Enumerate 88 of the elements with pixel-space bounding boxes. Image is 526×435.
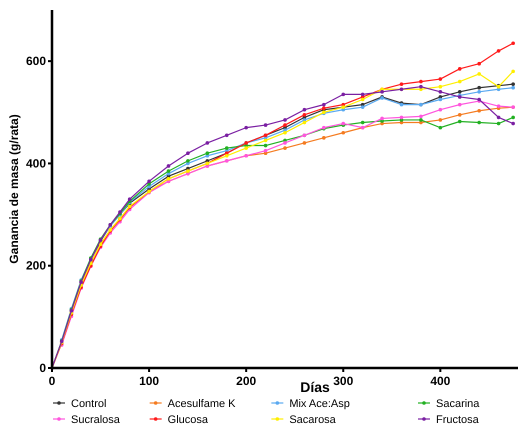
x-tick-label: 300 <box>333 374 354 388</box>
point <box>438 126 442 130</box>
y-tick-label: 0 <box>39 361 46 375</box>
point <box>438 77 442 81</box>
point <box>224 146 229 150</box>
point <box>283 118 287 122</box>
point <box>341 130 346 135</box>
point <box>302 141 306 145</box>
legend-label: Sucralosa <box>71 414 121 426</box>
point <box>458 120 462 124</box>
point <box>360 120 364 124</box>
point <box>511 86 515 90</box>
x-tick-label: 200 <box>236 374 256 388</box>
point <box>511 70 515 74</box>
point <box>264 138 268 142</box>
point <box>458 102 462 106</box>
point <box>186 151 190 155</box>
point <box>264 148 268 152</box>
point <box>400 82 404 86</box>
point <box>511 82 515 86</box>
point <box>419 84 423 89</box>
point <box>477 108 481 113</box>
point <box>419 118 423 122</box>
point <box>302 108 306 112</box>
point <box>302 113 306 117</box>
point <box>511 41 515 46</box>
point <box>224 134 229 138</box>
legend-label: Fructosa <box>436 414 480 426</box>
point <box>477 120 481 124</box>
point <box>224 154 229 158</box>
point <box>438 118 442 122</box>
legend-label: Glucosa <box>168 414 209 426</box>
point <box>244 146 248 150</box>
point <box>496 122 500 126</box>
legend-label: Control <box>71 398 106 410</box>
point <box>380 116 384 120</box>
point <box>147 180 151 184</box>
y-tick-label: 400 <box>26 156 46 170</box>
point <box>477 86 481 90</box>
y-axis-title: Ganancia de masa (g/rata) <box>7 114 21 264</box>
point <box>496 116 500 120</box>
point <box>458 113 462 117</box>
point <box>438 84 442 89</box>
point <box>166 169 170 173</box>
point <box>302 120 306 124</box>
point <box>283 146 287 150</box>
point <box>360 105 364 109</box>
legend-label: Acesulfame K <box>168 398 236 410</box>
point <box>264 144 268 148</box>
point <box>341 92 346 96</box>
point <box>511 122 515 126</box>
y-tick-label: 600 <box>26 54 46 68</box>
point <box>264 123 268 127</box>
point <box>166 164 170 168</box>
legend-label: Mix Ace:Asp <box>289 398 350 410</box>
point <box>438 90 442 94</box>
point <box>360 92 364 96</box>
x-tick-label: 0 <box>48 374 56 388</box>
point <box>496 49 500 53</box>
legend-label: Sacarosa <box>289 414 337 426</box>
point <box>283 123 287 127</box>
x-tick-label: 100 <box>139 374 160 388</box>
point <box>206 141 210 145</box>
point <box>206 151 210 155</box>
point <box>283 130 287 135</box>
x-axis-title: Días <box>300 379 330 395</box>
point <box>322 102 326 106</box>
point <box>438 98 442 102</box>
point <box>438 108 442 112</box>
point <box>477 90 481 94</box>
point <box>458 90 462 94</box>
point <box>322 136 326 140</box>
point <box>283 141 287 145</box>
point <box>360 98 364 102</box>
y-tick-label: 200 <box>26 258 46 273</box>
point <box>477 62 481 66</box>
point <box>458 80 462 84</box>
point <box>419 114 423 118</box>
legend-label: Sacarina <box>436 398 480 410</box>
point <box>186 159 190 163</box>
x-tick-label: 400 <box>430 374 451 388</box>
point <box>380 90 384 94</box>
point <box>458 67 462 71</box>
point <box>477 72 481 76</box>
point <box>419 80 423 84</box>
point <box>511 116 515 120</box>
point <box>244 126 248 130</box>
point <box>400 116 404 120</box>
